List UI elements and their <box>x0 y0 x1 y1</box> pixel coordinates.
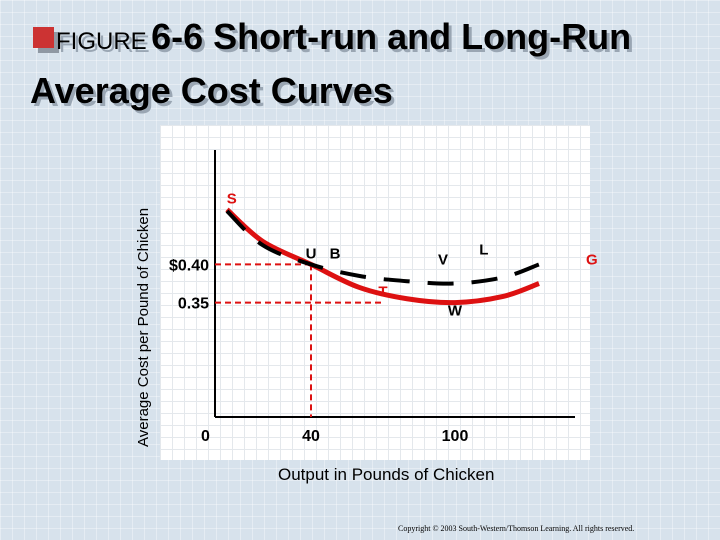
x-tick-label-2: 100 <box>442 428 469 445</box>
point-label-t: T <box>378 283 387 300</box>
point-label-g: G <box>586 251 598 268</box>
title-main: 6-6 Short-run and Long-Run Average Cost … <box>30 16 632 111</box>
square-bullet-icon <box>33 27 59 53</box>
point-label-u: U <box>306 245 317 262</box>
x-axis-label: Output in Pounds of Chicken <box>278 465 495 484</box>
copyright-notice: Copyright © 2003 South-Western/Thomson L… <box>398 524 635 533</box>
short-run-cost-curve <box>225 207 540 306</box>
y-tick-label-0: $0.40 <box>169 257 209 274</box>
point-label-b: B <box>330 245 341 262</box>
x-tick-label-0: 0 <box>201 428 210 445</box>
x-tick-label-1: 40 <box>302 428 320 445</box>
long-run-cost-curve <box>225 209 540 286</box>
point-label-v: V <box>438 251 448 268</box>
title-prefix: FIGURE <box>56 28 147 55</box>
point-label-s: S <box>227 190 237 207</box>
figure-title: FIGURE 6-6 Short-run and Long-Run Averag… <box>30 14 710 122</box>
point-label-w: W <box>448 303 463 320</box>
y-tick-label-1: 0.35 <box>178 296 209 313</box>
point-label-l: L <box>479 242 488 259</box>
